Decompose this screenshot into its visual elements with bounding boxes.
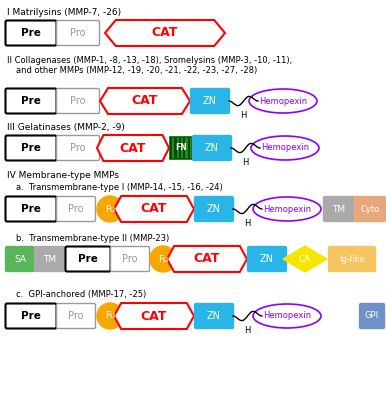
Text: CAT: CAT: [152, 26, 178, 40]
Text: CAT: CAT: [132, 94, 158, 108]
Text: Pre: Pre: [21, 204, 41, 214]
FancyBboxPatch shape: [354, 196, 386, 222]
Circle shape: [97, 196, 123, 222]
Text: Pre: Pre: [21, 311, 41, 321]
Text: Pre: Pre: [21, 28, 41, 38]
Text: and other MMPs (MMP-12, -19, -20, -21, -22, -23, -27, -28): and other MMPs (MMP-12, -19, -20, -21, -…: [16, 66, 257, 75]
Text: ZN: ZN: [207, 311, 221, 321]
FancyBboxPatch shape: [359, 304, 384, 328]
Text: IV Membrane-type MMPs: IV Membrane-type MMPs: [7, 171, 119, 180]
Text: ZN: ZN: [207, 204, 221, 214]
Ellipse shape: [251, 136, 319, 160]
Circle shape: [150, 246, 176, 272]
Text: Ig-like: Ig-like: [339, 254, 365, 264]
Text: a.  Transmembrane-type I (MMP-14, -15, -16, -24): a. Transmembrane-type I (MMP-14, -15, -1…: [16, 183, 223, 192]
FancyBboxPatch shape: [5, 20, 56, 46]
Circle shape: [97, 303, 123, 329]
Bar: [179, 137, 181, 159]
FancyBboxPatch shape: [193, 136, 232, 160]
FancyBboxPatch shape: [66, 246, 110, 272]
FancyBboxPatch shape: [191, 88, 230, 114]
FancyBboxPatch shape: [5, 246, 34, 272]
Text: Pre: Pre: [21, 96, 41, 106]
Text: TM: TM: [44, 254, 57, 264]
Polygon shape: [105, 20, 225, 46]
Text: Pre: Pre: [78, 254, 98, 264]
FancyBboxPatch shape: [56, 304, 95, 328]
Polygon shape: [114, 196, 194, 222]
Polygon shape: [167, 246, 247, 272]
FancyBboxPatch shape: [5, 88, 56, 114]
Text: Pro: Pro: [68, 204, 84, 214]
Text: CAT: CAT: [141, 202, 167, 216]
Bar: [170, 137, 192, 159]
Text: SA: SA: [14, 254, 26, 264]
Text: Fu: Fu: [105, 312, 115, 320]
Text: Pro: Pro: [122, 254, 138, 264]
Text: c.  GPI-anchored (MMP-17, -25): c. GPI-anchored (MMP-17, -25): [16, 290, 146, 299]
Ellipse shape: [253, 304, 321, 328]
Text: Hemopexin: Hemopexin: [261, 144, 309, 152]
Text: I Matrilysins (MMP-7, -26): I Matrilysins (MMP-7, -26): [7, 8, 121, 17]
FancyBboxPatch shape: [328, 246, 376, 272]
FancyBboxPatch shape: [5, 304, 56, 328]
Text: CAT: CAT: [120, 142, 146, 154]
Text: Pro: Pro: [70, 28, 86, 38]
Text: ZN: ZN: [260, 254, 274, 264]
Bar: [170, 137, 172, 159]
FancyBboxPatch shape: [247, 246, 286, 272]
Polygon shape: [283, 246, 327, 272]
Text: TM: TM: [332, 204, 345, 214]
Bar: [183, 137, 185, 159]
Text: Pro: Pro: [68, 311, 84, 321]
Text: Pro: Pro: [70, 143, 86, 153]
Text: Pre: Pre: [21, 143, 41, 153]
Text: ZN: ZN: [205, 143, 219, 153]
Text: GPI: GPI: [365, 312, 379, 320]
Text: II Collagenases (MMP-1, -8, -13, -18), Sromelysins (MMP-3, -10, -11),: II Collagenases (MMP-1, -8, -13, -18), S…: [7, 56, 292, 65]
Text: H: H: [244, 326, 251, 335]
Text: Hemopexin: Hemopexin: [259, 96, 307, 106]
FancyBboxPatch shape: [56, 20, 100, 46]
FancyBboxPatch shape: [34, 246, 66, 272]
Text: Fu: Fu: [105, 204, 115, 214]
Text: FN: FN: [175, 144, 187, 152]
Text: Hemopexin: Hemopexin: [263, 312, 311, 320]
Polygon shape: [100, 88, 190, 114]
Text: Hemopexin: Hemopexin: [263, 204, 311, 214]
Bar: [188, 137, 190, 159]
Ellipse shape: [249, 89, 317, 113]
Polygon shape: [114, 303, 194, 329]
Text: H: H: [244, 219, 251, 228]
FancyBboxPatch shape: [56, 136, 100, 160]
FancyBboxPatch shape: [110, 246, 149, 272]
FancyBboxPatch shape: [5, 196, 56, 222]
Polygon shape: [97, 135, 169, 161]
Text: b.  Transmembrane-type II (MMP-23): b. Transmembrane-type II (MMP-23): [16, 234, 169, 243]
Text: CAT: CAT: [141, 310, 167, 322]
Text: CA: CA: [299, 254, 311, 264]
FancyBboxPatch shape: [323, 196, 354, 222]
Bar: [174, 137, 177, 159]
FancyBboxPatch shape: [195, 196, 234, 222]
Text: Fu: Fu: [158, 254, 168, 264]
FancyBboxPatch shape: [195, 304, 234, 328]
Ellipse shape: [253, 197, 321, 221]
Text: Cyto: Cyto: [361, 204, 379, 214]
FancyBboxPatch shape: [56, 196, 95, 222]
Text: III Gelatinases (MMP-2, -9): III Gelatinases (MMP-2, -9): [7, 123, 125, 132]
FancyBboxPatch shape: [5, 136, 56, 160]
Text: ZN: ZN: [203, 96, 217, 106]
Text: H: H: [240, 111, 247, 120]
Text: CAT: CAT: [194, 252, 220, 266]
Text: H: H: [242, 158, 249, 167]
Text: Pro: Pro: [70, 96, 86, 106]
FancyBboxPatch shape: [56, 88, 100, 114]
